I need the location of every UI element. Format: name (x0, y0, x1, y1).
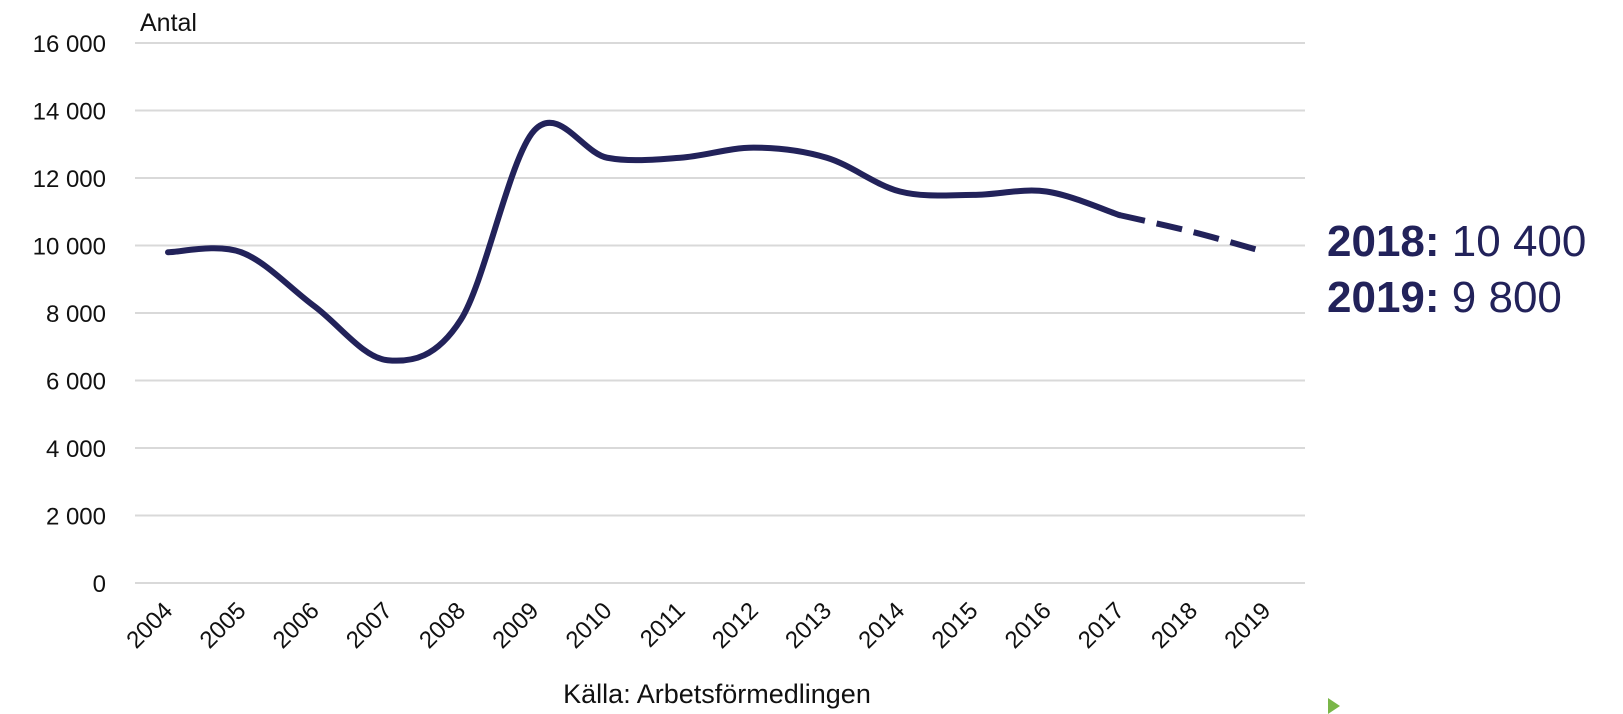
x-tick-label: 2013 (780, 597, 837, 654)
annotation-2018: 2018: 10 400 (1327, 214, 1586, 270)
x-tick-label: 2010 (561, 597, 618, 654)
y-axis-ticks: 0 2 000 4 000 6 000 8 000 10 000 12 000 14 000 1… (33, 31, 106, 598)
annotation-value: 10 400 (1451, 217, 1587, 266)
y-tick-label: 8 000 (46, 301, 106, 328)
x-tick-label: 2008 (414, 597, 471, 654)
x-tick-label: 2017 (1073, 597, 1130, 654)
x-tick-label: 2007 (341, 597, 398, 654)
annotation-value: 9 800 (1451, 273, 1562, 322)
logo-arrow-icon (1328, 698, 1340, 714)
annotation-year: 2019: (1327, 273, 1440, 322)
x-tick-label: 2016 (1000, 597, 1057, 654)
x-tick-label: 2018 (1146, 597, 1203, 654)
x-tick-label: 2014 (853, 597, 910, 654)
x-tick-label: 2009 (487, 597, 544, 654)
y-tick-label: 12 000 (33, 166, 106, 193)
series-line-actual (165, 119, 1123, 364)
source-note: Källa: Arbetsförmedlingen (563, 679, 871, 709)
y-tick-label: 6 000 (46, 369, 106, 396)
x-axis-ticks: 2004 2005 2006 2007 2008 2009 2010 2011 2012 2013… (121, 597, 1276, 654)
x-tick-label: 2006 (268, 597, 325, 654)
y-tick-label: 0 (93, 571, 106, 598)
gridlines (135, 42, 1305, 584)
x-tick-label: 2012 (707, 597, 764, 654)
y-tick-label: 10 000 (33, 234, 106, 261)
y-axis-title: Antal (140, 9, 197, 37)
y-tick-label: 2 000 (46, 504, 106, 531)
y-tick-label: 4 000 (46, 436, 106, 463)
annotation-year: 2018: (1327, 217, 1440, 266)
series-line-forecast (1118, 212, 1267, 256)
x-tick-label: 2019 (1219, 597, 1276, 654)
x-tick-label: 2015 (927, 597, 984, 654)
y-tick-label: 16 000 (33, 31, 106, 58)
x-tick-label: 2004 (121, 597, 178, 654)
y-tick-label: 14 000 (33, 99, 106, 126)
annotation-2019: 2019: 9 800 (1327, 270, 1562, 326)
x-tick-label: 2011 (635, 597, 691, 653)
x-tick-label: 2005 (195, 597, 252, 654)
series-lines (165, 119, 1267, 364)
